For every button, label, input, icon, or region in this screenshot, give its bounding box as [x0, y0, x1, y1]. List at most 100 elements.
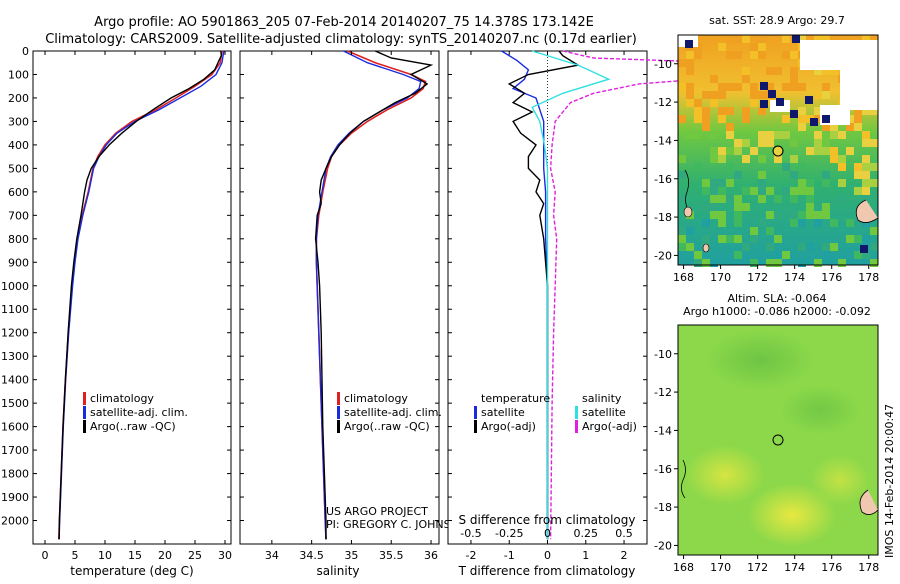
sst-map-cells	[678, 35, 878, 267]
sst-cell	[814, 139, 822, 147]
sst-cell	[734, 235, 742, 243]
sst-cell	[726, 107, 734, 115]
credits-line-1: US ARGO PROJECT	[326, 505, 428, 518]
sst-cell	[710, 91, 718, 99]
sst-cell	[686, 99, 694, 107]
sst-cold-cell	[805, 96, 813, 104]
y-tick-label: 1900	[1, 491, 29, 504]
map-y-tick-label: -20	[654, 539, 672, 552]
y-tick-label: 800	[8, 233, 29, 246]
sst-cell	[742, 187, 750, 195]
sst-cell	[726, 195, 734, 203]
sst-cell	[686, 51, 694, 59]
sst-cell	[742, 67, 750, 75]
sst-cell	[782, 131, 790, 139]
sst-cell	[790, 67, 798, 75]
sst-cell	[790, 171, 798, 179]
legend-swatch-sal-satellite	[575, 406, 578, 419]
sst-cell	[830, 243, 838, 251]
y-tick-label: 400	[8, 139, 29, 152]
sst-cell	[854, 115, 862, 123]
sst-cell	[702, 115, 710, 123]
sst-cell	[862, 235, 870, 243]
sst-no-data	[800, 40, 878, 70]
sst-cell	[758, 219, 766, 227]
x-tick-label: -1	[504, 549, 515, 562]
x-tick-label: 34.5	[299, 549, 324, 562]
sst-cell	[798, 115, 806, 123]
s-diff-tick-label: -0.25	[495, 527, 523, 540]
legend-label-sal-satellite: satellite	[582, 406, 626, 419]
sst-cell	[734, 35, 742, 43]
sst-cell	[830, 219, 838, 227]
sst-cell	[766, 227, 774, 235]
sla-high-anomaly	[685, 445, 765, 505]
sst-cell	[702, 235, 710, 243]
sst-cold-cell	[760, 82, 768, 90]
legend-title-salinity: salinity	[582, 392, 622, 405]
sst-cold-cell	[760, 100, 768, 108]
sst-cell	[854, 171, 862, 179]
map-y-tick-label: -16	[654, 463, 672, 476]
sst-cell	[838, 163, 846, 171]
sst-cell	[806, 147, 814, 155]
map-y-tick-label: -10	[654, 58, 672, 71]
figure-title: Argo profile: AO 5901863_205 07-Feb-2014…	[94, 15, 594, 30]
sst-cell	[814, 219, 822, 227]
sst-cell	[750, 259, 758, 267]
x-tick-label: 25	[188, 549, 202, 562]
sla-map-panel: Altim. SLA: -0.064 Argo h1000: -0.086 h2…	[654, 292, 879, 574]
sst-cell	[758, 51, 766, 59]
sst-cell	[822, 251, 830, 259]
sst-cold-cell	[810, 118, 818, 126]
legend-label-satellite-adj: satellite-adj. clim.	[90, 406, 188, 419]
y-tick-label: 1300	[1, 350, 29, 363]
sst-cell	[846, 219, 854, 227]
sst-cell	[790, 83, 798, 91]
sst-cell	[766, 243, 774, 251]
difference-legend: temperature salinity satellite Argo(-adj…	[474, 392, 637, 433]
y-tick-label: 100	[8, 68, 29, 81]
sst-cold-cell	[776, 98, 784, 106]
sst-cell	[686, 91, 694, 99]
x-tick-label: 1	[582, 549, 589, 562]
sst-cold-cell	[790, 110, 798, 118]
sst-cell	[694, 131, 702, 139]
map-y-tick-label: -12	[654, 386, 672, 399]
map-y-tick-label: -18	[654, 211, 672, 224]
legend-label-temp-satellite: satellite	[481, 406, 525, 419]
sst-cell	[870, 179, 878, 187]
sst-cell	[790, 195, 798, 203]
sst-cell	[846, 147, 854, 155]
sst-cell	[718, 83, 726, 91]
sst-cold-cell	[822, 115, 830, 123]
sst-cell	[782, 115, 790, 123]
series-line-salinity-satellite	[531, 50, 611, 540]
sst-cell	[718, 43, 726, 51]
sst-cell	[710, 259, 718, 267]
sst-cell	[758, 131, 766, 139]
sst-cell	[806, 211, 814, 219]
sst-cell	[782, 83, 790, 91]
sst-cell	[806, 179, 814, 187]
sst-cell	[710, 75, 718, 83]
x-tick-label: 34	[265, 549, 279, 562]
sst-cell	[838, 131, 846, 139]
sst-cell	[798, 35, 806, 43]
sst-cell	[702, 91, 710, 99]
sst-cell	[854, 235, 862, 243]
sst-cell	[798, 243, 806, 251]
sst-cell	[678, 155, 686, 163]
y-tick-label: 1400	[1, 374, 29, 387]
s-diff-tick-label: 0.5	[615, 527, 633, 540]
sst-cell	[814, 35, 822, 43]
sst-cell	[822, 243, 830, 251]
x-tick-label: -2	[465, 549, 476, 562]
x-tick-label: 20	[158, 549, 172, 562]
sst-cell	[718, 115, 726, 123]
sst-cell	[742, 139, 750, 147]
legend-label-climatology: climatology	[90, 392, 154, 405]
sst-cell	[734, 171, 742, 179]
sst-cell	[830, 123, 838, 131]
